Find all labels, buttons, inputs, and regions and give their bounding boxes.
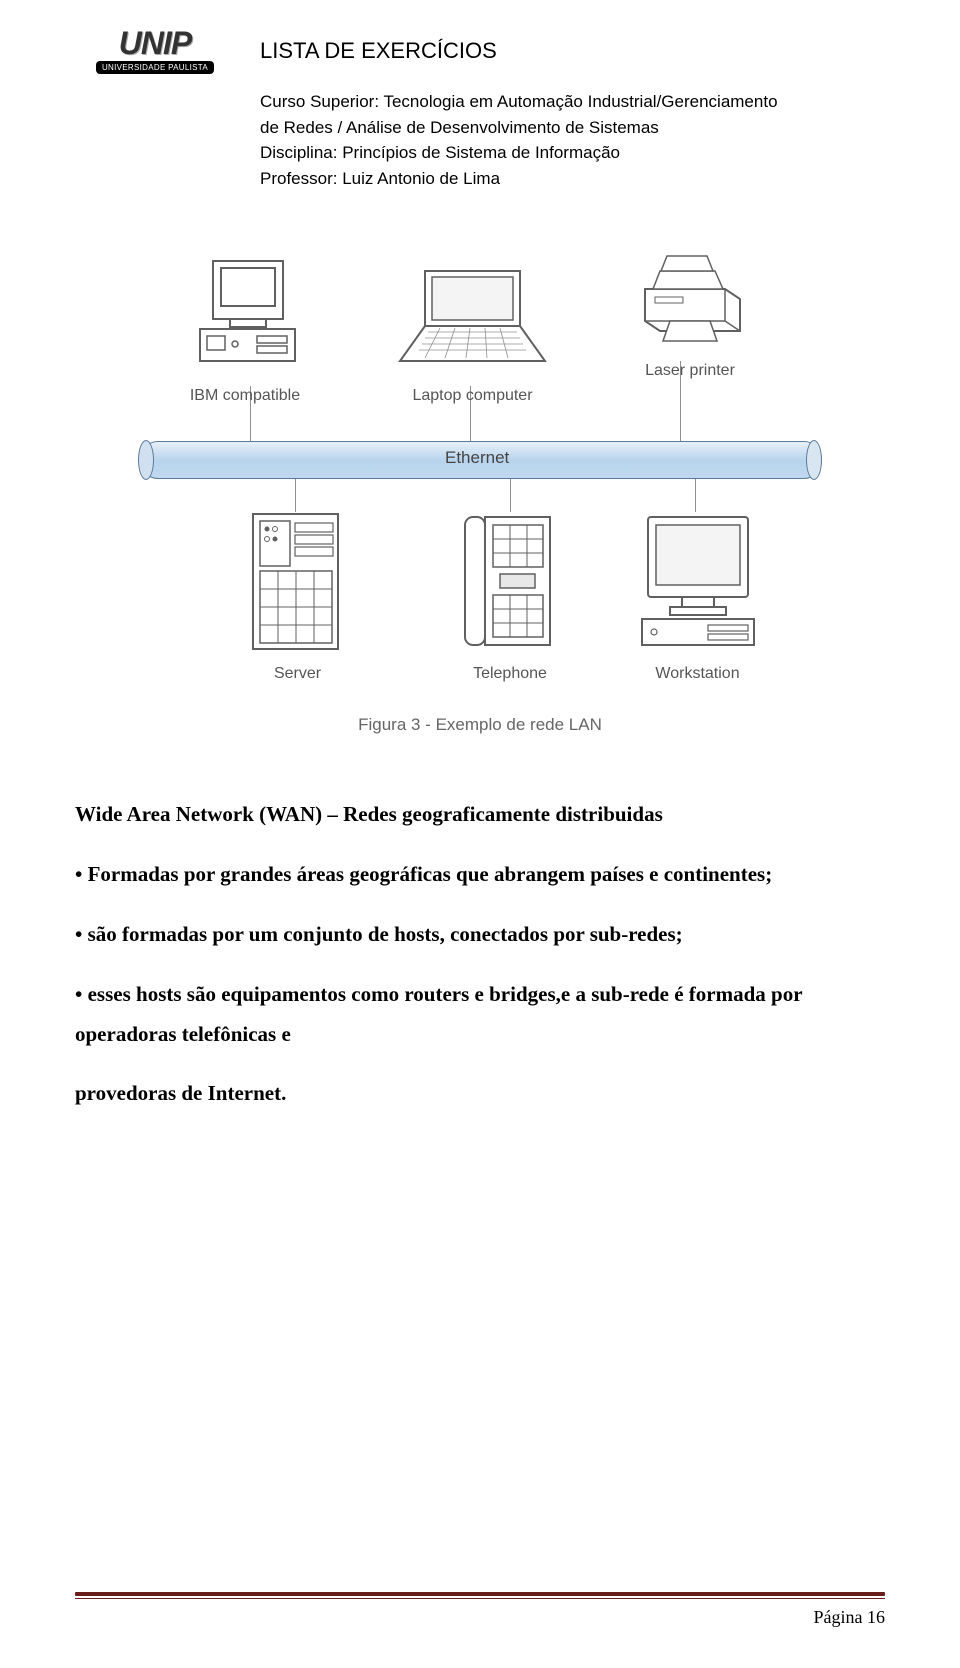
page-title: LISTA DE EXERCÍCIOS (260, 38, 885, 64)
lan-diagram: Ethernet IBM compatible (140, 241, 820, 711)
device-label: Workstation (630, 665, 765, 683)
laptop-icon (390, 266, 555, 381)
footer-rule (75, 1598, 885, 1599)
footer-rule (75, 1592, 885, 1596)
conn-line (295, 477, 296, 512)
ethernet-cap (806, 440, 822, 480)
device-label: Laptop computer (390, 387, 555, 405)
ethernet-label: Ethernet (445, 448, 509, 468)
bullet: • Formadas por grandes áreas geográficas… (75, 855, 885, 895)
device-label: Telephone (455, 665, 565, 683)
device-label: IBM compatible (185, 387, 305, 405)
logo: UNIP UNIVERSIDADE PAULISTA (75, 30, 235, 75)
conn-line (695, 477, 696, 512)
server-icon (245, 509, 350, 659)
logo-subtitle: UNIVERSIDADE PAULISTA (96, 61, 214, 74)
course-line: Professor: Luiz Antonio de Lima (260, 166, 885, 192)
device-laptop: Laptop computer (390, 266, 555, 405)
course-line: Curso Superior: Tecnologia em Automação … (260, 89, 885, 115)
conn-line (510, 477, 511, 512)
pc-icon (185, 256, 305, 381)
device-label: Laser printer (625, 362, 755, 380)
device-ibm: IBM compatible (185, 256, 305, 405)
course-line: Disciplina: Princípios de Sistema de Inf… (260, 140, 885, 166)
device-printer: Laser printer (625, 251, 755, 380)
device-server: Server (245, 509, 350, 683)
header: UNIP UNIVERSIDADE PAULISTA LISTA DE EXER… (75, 30, 885, 191)
bullet: • são formadas por um conjunto de hosts,… (75, 915, 885, 955)
ethernet-cap (138, 440, 154, 480)
title-block: LISTA DE EXERCÍCIOS Curso Superior: Tecn… (260, 30, 885, 191)
bullet: • esses hosts são equipamentos como rout… (75, 975, 885, 1055)
printer-icon (625, 251, 755, 356)
device-telephone: Telephone (455, 509, 565, 683)
workstation-icon (630, 509, 765, 659)
course-info: Curso Superior: Tecnologia em Automação … (260, 89, 885, 191)
section-heading: Wide Area Network (WAN) – Redes geografi… (75, 795, 885, 835)
footer: Página 16 (75, 1592, 885, 1628)
body-content: Wide Area Network (WAN) – Redes geografi… (75, 795, 885, 1114)
device-workstation: Workstation (630, 509, 765, 683)
figure-caption: Figura 3 - Exemplo de rede LAN (75, 715, 885, 735)
phone-icon (455, 509, 565, 659)
course-line: de Redes / Análise de Desenvolvimento de… (260, 115, 885, 141)
page-number: Página 16 (75, 1607, 885, 1628)
device-label: Server (245, 665, 350, 683)
bullet-cont: provedoras de Internet. (75, 1074, 885, 1114)
logo-text: UNIP (75, 30, 235, 57)
